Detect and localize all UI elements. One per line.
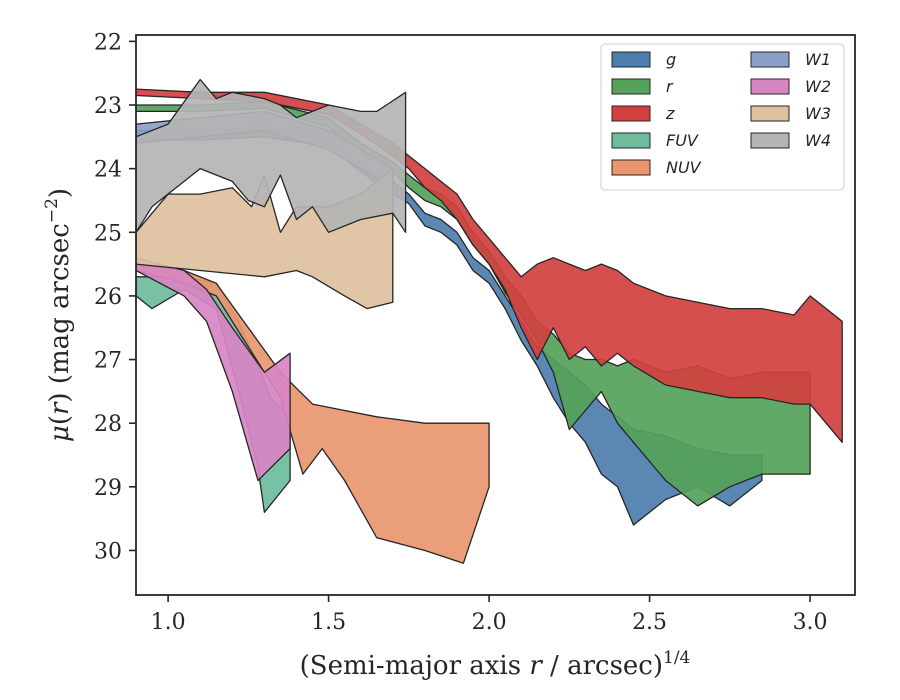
legend-label-w1: W1 bbox=[805, 50, 831, 69]
legend-label-w3: W3 bbox=[805, 104, 831, 123]
x-axis-ticks: 1.0 1.5 2.0 2.5 3.0 bbox=[151, 595, 828, 635]
plot-frame bbox=[135, 34, 856, 596]
y-tick-label: 25 bbox=[94, 221, 122, 246]
legend-swatch-w4 bbox=[750, 132, 790, 149]
legend-label-r: r bbox=[666, 77, 674, 96]
legend-swatch-fuv bbox=[611, 132, 651, 149]
legend-label-z: z bbox=[665, 104, 675, 123]
band-g bbox=[136, 123, 763, 526]
legend-label-nuv: NUV bbox=[666, 158, 702, 177]
legend-swatch-nuv bbox=[611, 159, 651, 176]
y-axis-label: μ(r) (mag arcsec−2) bbox=[42, 188, 75, 442]
x-tick-label: 3.0 bbox=[793, 610, 828, 635]
legend-label-fuv: FUV bbox=[666, 131, 699, 150]
y-tick-label: 24 bbox=[94, 158, 122, 183]
legend: grz FUV NUV W1 W2 W3 W4 bbox=[600, 43, 845, 191]
legend-swatch-z bbox=[611, 105, 651, 122]
x-axis-label: (Semi-major axis r / arcsec)1/4 bbox=[300, 648, 691, 681]
legend-swatch-w1 bbox=[750, 51, 790, 68]
y-tick-label: 22 bbox=[94, 30, 122, 55]
y-tick-label: 29 bbox=[94, 476, 122, 501]
y-tick-label: 28 bbox=[94, 412, 122, 437]
y-tick-label: 27 bbox=[94, 349, 122, 374]
legend-label-g: g bbox=[666, 50, 676, 69]
x-tick-label: 1.5 bbox=[311, 610, 346, 635]
x-tick-label: 2.5 bbox=[632, 610, 667, 635]
legend-swatch-w3 bbox=[750, 105, 790, 122]
x-tick-label: 2.0 bbox=[472, 610, 507, 635]
y-tick-label: 26 bbox=[94, 285, 122, 310]
legend-swatch-w2 bbox=[750, 78, 790, 95]
y-tick-label: 30 bbox=[94, 539, 122, 564]
legend-label-w4: W4 bbox=[805, 131, 831, 150]
y-tick-label: 23 bbox=[94, 94, 122, 119]
legend-swatch-r bbox=[611, 78, 651, 95]
legend-label-w2: W2 bbox=[805, 77, 831, 96]
data-bands bbox=[136, 78, 843, 564]
legend-swatch-g bbox=[611, 51, 651, 68]
band-w2 bbox=[136, 257, 291, 482]
y-axis-ticks: 22 23 24 25 26 27 28 29 30 bbox=[94, 30, 136, 564]
x-tick-label: 1.0 bbox=[151, 610, 186, 635]
band-w4 bbox=[136, 78, 407, 233]
band-nuv bbox=[136, 263, 490, 564]
band-z bbox=[136, 88, 843, 443]
y-axis-label-group: μ(r) (mag arcsec−2) bbox=[42, 188, 75, 442]
